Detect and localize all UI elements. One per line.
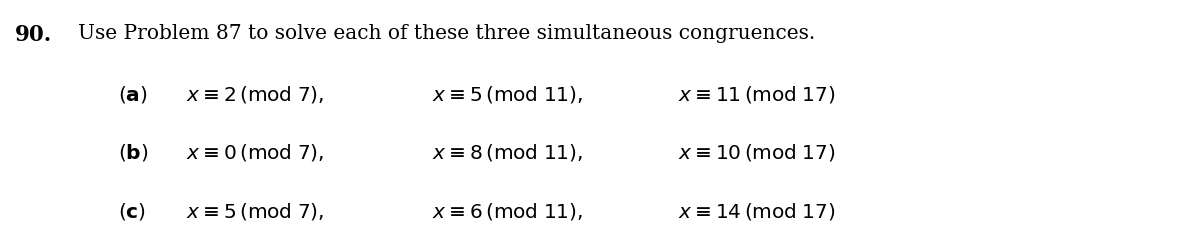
Text: $x \equiv 11\,(\mathrm{mod}\;17)$: $x \equiv 11\,(\mathrm{mod}\;17)$ — [678, 84, 835, 105]
Text: Use Problem 87 to solve each of these three simultaneous congruences.: Use Problem 87 to solve each of these th… — [78, 24, 815, 43]
Text: $x \equiv 2\,(\mathrm{mod}\;7),$: $x \equiv 2\,(\mathrm{mod}\;7),$ — [186, 84, 324, 105]
Text: $(\mathbf{c})$: $(\mathbf{c})$ — [118, 201, 145, 222]
Text: $(\mathbf{a})$: $(\mathbf{a})$ — [118, 84, 148, 105]
Text: $x \equiv 5\,(\mathrm{mod}\;7),$: $x \equiv 5\,(\mathrm{mod}\;7),$ — [186, 201, 324, 222]
Text: $x \equiv 14\,(\mathrm{mod}\;17)$: $x \equiv 14\,(\mathrm{mod}\;17)$ — [678, 201, 835, 222]
Text: $x \equiv 10\,(\mathrm{mod}\;17)$: $x \equiv 10\,(\mathrm{mod}\;17)$ — [678, 142, 835, 163]
Text: $x \equiv 6\,(\mathrm{mod}\;11),$: $x \equiv 6\,(\mathrm{mod}\;11),$ — [432, 201, 583, 222]
Text: $x \equiv 8\,(\mathrm{mod}\;11),$: $x \equiv 8\,(\mathrm{mod}\;11),$ — [432, 142, 583, 163]
Text: $(\mathbf{b})$: $(\mathbf{b})$ — [118, 142, 148, 163]
Text: $x \equiv 5\,(\mathrm{mod}\;11),$: $x \equiv 5\,(\mathrm{mod}\;11),$ — [432, 84, 583, 105]
Text: 90.: 90. — [14, 24, 52, 46]
Text: $x \equiv 0\,(\mathrm{mod}\;7),$: $x \equiv 0\,(\mathrm{mod}\;7),$ — [186, 142, 324, 163]
